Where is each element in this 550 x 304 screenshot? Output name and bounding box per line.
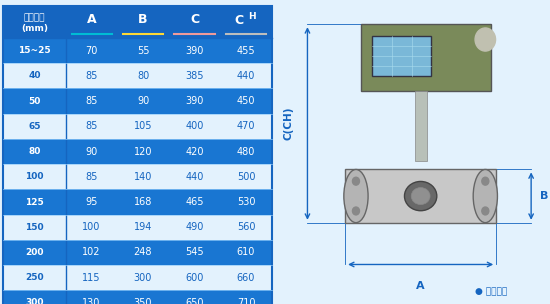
- Text: 350: 350: [134, 298, 152, 304]
- Text: 80: 80: [28, 147, 41, 156]
- Bar: [3, 164, 272, 189]
- Text: 610: 610: [236, 247, 255, 257]
- Text: 115: 115: [82, 273, 101, 283]
- Circle shape: [475, 28, 496, 51]
- Text: 250: 250: [25, 273, 43, 282]
- Text: 390: 390: [185, 46, 204, 56]
- Circle shape: [482, 207, 489, 215]
- Text: 480: 480: [236, 147, 255, 157]
- Bar: [3, 114, 272, 139]
- Text: 450: 450: [236, 96, 255, 106]
- Text: 300: 300: [134, 273, 152, 283]
- Text: 102: 102: [82, 247, 101, 257]
- Text: 470: 470: [236, 121, 255, 131]
- Text: 85: 85: [85, 96, 98, 106]
- Text: 194: 194: [134, 222, 152, 232]
- Text: 100: 100: [82, 222, 101, 232]
- Text: B: B: [138, 13, 148, 26]
- Bar: [3, 240, 272, 265]
- Text: 90: 90: [137, 96, 149, 106]
- Bar: [3, 215, 272, 240]
- Text: 560: 560: [236, 222, 255, 232]
- Text: 390: 390: [185, 96, 204, 106]
- Text: 100: 100: [25, 172, 43, 181]
- Text: 650: 650: [185, 298, 204, 304]
- Text: 465: 465: [185, 197, 204, 207]
- Text: 300: 300: [25, 299, 43, 304]
- Text: 70: 70: [85, 46, 98, 56]
- Text: ● 常规仪表: ● 常规仪表: [475, 287, 507, 296]
- Text: 90: 90: [85, 147, 98, 157]
- Text: 85: 85: [85, 172, 98, 182]
- Text: C(CH): C(CH): [284, 107, 294, 140]
- Text: 15~25: 15~25: [18, 46, 51, 55]
- Bar: [361, 24, 491, 91]
- Bar: [3, 139, 272, 164]
- Text: 660: 660: [236, 273, 255, 283]
- Text: A: A: [87, 13, 96, 26]
- Text: C: C: [234, 14, 243, 27]
- Bar: [345, 170, 496, 223]
- Text: 65: 65: [28, 122, 41, 131]
- Text: H: H: [248, 12, 256, 21]
- Text: 130: 130: [82, 298, 101, 304]
- Text: C: C: [190, 13, 199, 26]
- Text: 95: 95: [85, 197, 98, 207]
- Text: 710: 710: [236, 298, 255, 304]
- Text: (mm): (mm): [21, 24, 48, 33]
- Text: 85: 85: [85, 71, 98, 81]
- Bar: [415, 91, 427, 161]
- Text: 455: 455: [236, 46, 255, 56]
- Bar: [3, 265, 272, 290]
- Circle shape: [482, 177, 489, 185]
- Text: 545: 545: [185, 247, 204, 257]
- Text: 150: 150: [25, 223, 43, 232]
- Bar: [3, 6, 272, 38]
- Bar: [372, 36, 431, 76]
- Circle shape: [353, 177, 360, 185]
- Ellipse shape: [344, 170, 368, 223]
- Ellipse shape: [404, 181, 437, 211]
- Text: 600: 600: [185, 273, 204, 283]
- Text: 490: 490: [185, 222, 204, 232]
- Text: 385: 385: [185, 71, 204, 81]
- Ellipse shape: [411, 188, 430, 205]
- Text: 500: 500: [236, 172, 255, 182]
- Bar: [3, 189, 272, 215]
- Text: 440: 440: [185, 172, 204, 182]
- Text: 105: 105: [134, 121, 152, 131]
- Text: 50: 50: [28, 97, 41, 105]
- Text: A: A: [416, 281, 425, 291]
- Circle shape: [353, 207, 360, 215]
- Text: 140: 140: [134, 172, 152, 182]
- Bar: [3, 38, 272, 63]
- Text: 85: 85: [85, 121, 98, 131]
- Bar: [3, 63, 272, 88]
- Text: 400: 400: [185, 121, 204, 131]
- Text: 200: 200: [25, 248, 43, 257]
- Text: 仪表口径: 仪表口径: [24, 13, 45, 22]
- Text: 40: 40: [28, 71, 41, 80]
- Text: 248: 248: [134, 247, 152, 257]
- Bar: [3, 88, 272, 114]
- Ellipse shape: [473, 170, 497, 223]
- Bar: [3, 290, 272, 304]
- Text: 55: 55: [137, 46, 149, 56]
- Text: 440: 440: [236, 71, 255, 81]
- Text: 125: 125: [25, 198, 43, 206]
- Text: 530: 530: [236, 197, 255, 207]
- Text: 80: 80: [137, 71, 149, 81]
- Text: 168: 168: [134, 197, 152, 207]
- Text: 120: 120: [134, 147, 152, 157]
- Text: B: B: [541, 191, 549, 201]
- Text: 420: 420: [185, 147, 204, 157]
